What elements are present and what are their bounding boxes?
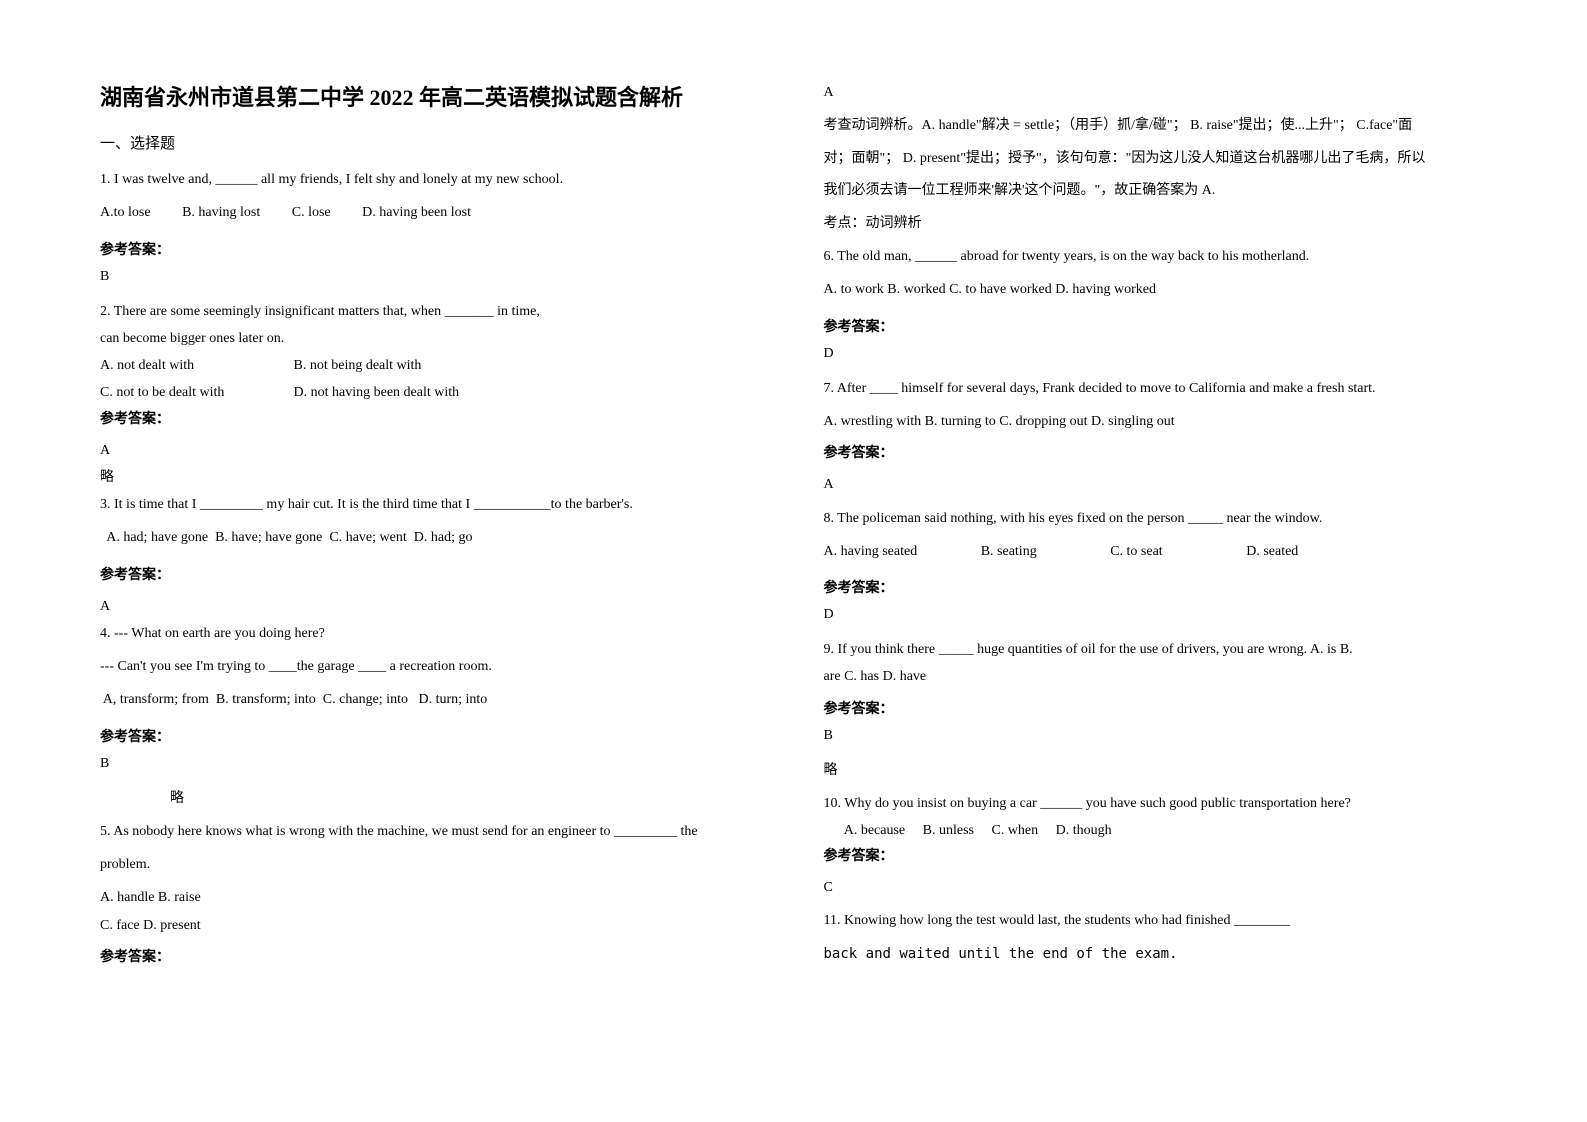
q2-opt-d: D. not having been dealt with (294, 385, 460, 400)
q8-ans: D (824, 607, 1488, 623)
q6-text: 6. The old man, ______ abroad for twenty… (824, 244, 1488, 269)
q2-opts-row2: C. not to be dealt with D. not having be… (100, 380, 764, 405)
q4-ans: B (100, 756, 764, 772)
q3-options: A. had; have gone B. have; have gone C. … (100, 525, 764, 552)
q5-explain1: 考查动词辨析。A. handle"解决 = settle；（用手）抓/拿/碰"；… (824, 113, 1488, 140)
q5-kaodian: 考点：动词辨析 (824, 211, 1488, 236)
q1-opt-b: B. having lost (182, 200, 260, 227)
q10-text: 10. Why do you insist on buying a car __… (824, 791, 1488, 816)
q8-opt-c: C. to seat (1110, 539, 1163, 566)
q4-skip: 略 (100, 786, 764, 811)
q3-ans-label: 参考答案： (100, 564, 764, 584)
q9-ans: B (824, 728, 1488, 744)
q5-ans-label: 参考答案： (100, 946, 764, 966)
q7-text: 7. After ____ himself for several days, … (824, 376, 1488, 401)
q9-line1: 9. If you think there _____ huge quantit… (824, 637, 1488, 662)
q10-options: A. because B. unless C. when D. though (824, 818, 1488, 843)
q1-opt-a: A.to lose (100, 200, 151, 227)
q2-ans: A (100, 438, 764, 463)
q1-opt-c: C. lose (292, 200, 331, 227)
q5-line1: 5. As nobody here knows what is wrong wi… (100, 819, 764, 844)
left-column: 湖南省永州市道县第二中学 2022 年高二英语模拟试题含解析 一、选择题 1. … (100, 80, 764, 1082)
q2-opt-a: A. not dealt with (100, 353, 290, 378)
q6-ans-label: 参考答案： (824, 316, 1488, 336)
q10-ans: C (824, 875, 1488, 900)
q8-ans-label: 参考答案： (824, 577, 1488, 597)
q3-text: 3. It is time that I _________ my hair c… (100, 492, 764, 517)
q5-ans: A (824, 80, 1488, 105)
q5-line2: problem. (100, 852, 764, 877)
q5-opts-c: C. face D. present (100, 913, 764, 938)
q9-line2: are C. has D. have (824, 664, 1488, 689)
q2-line2: can become bigger ones later on. (100, 326, 764, 351)
q1-options: A.to lose B. having lost C. lose D. havi… (100, 200, 764, 227)
q5-explain3: 我们必须去请一位工程师来'解决'这个问题。"，故正确答案为 A. (824, 178, 1488, 205)
q2-ans-label: 参考答案： (100, 408, 764, 428)
doc-title: 湖南省永州市道县第二中学 2022 年高二英语模拟试题含解析 (100, 80, 764, 112)
q7-ans: A (824, 472, 1488, 497)
q2-opts-row1: A. not dealt with B. not being dealt wit… (100, 353, 764, 378)
q11-line1: 11. Knowing how long the test would last… (824, 908, 1488, 933)
q3-ans: A (100, 594, 764, 619)
q6-ans: D (824, 346, 1488, 362)
q8-options: A. having seated B. seating C. to seat D… (824, 539, 1488, 566)
q7-ans-label: 参考答案： (824, 442, 1488, 462)
q5-opts-a: A. handle B. raise (100, 885, 764, 910)
q9-skip: 略 (824, 758, 1488, 783)
q1-opt-d: D. having been lost (362, 200, 471, 227)
q9-ans-label: 参考答案： (824, 698, 1488, 718)
q2-line1: 2. There are some seemingly insignifican… (100, 299, 764, 324)
q2-opt-b: B. not being dealt with (294, 358, 422, 373)
q4-line1: 4. --- What on earth are you doing here? (100, 621, 764, 646)
q4-ans-label: 参考答案： (100, 726, 764, 746)
q6-options: A. to work B. worked C. to have worked D… (824, 277, 1488, 304)
q11-line2: back and waited until the end of the exa… (824, 942, 1488, 967)
q8-opt-d: D. seated (1246, 539, 1298, 566)
q8-opt-a: A. having seated (824, 539, 918, 566)
q5-explain2: 对；面朝"； D. present"提出；授予"，该句句意："因为这儿没人知道这… (824, 146, 1488, 173)
q1-ans-label: 参考答案： (100, 239, 764, 259)
q10-ans-label: 参考答案： (824, 845, 1488, 865)
q2-opt-c: C. not to be dealt with (100, 380, 290, 405)
q1-ans: B (100, 269, 764, 285)
q2-skip: 略 (100, 465, 764, 490)
q1-text: 1. I was twelve and, ______ all my frien… (100, 167, 764, 192)
q8-opt-b: B. seating (981, 539, 1037, 566)
q4-options: A, transform; from B. transform; into C.… (100, 687, 764, 714)
section-heading: 一、选择题 (100, 132, 764, 153)
q8-text: 8. The policeman said nothing, with his … (824, 506, 1488, 531)
q4-line2: --- Can't you see I'm trying to ____the … (100, 654, 764, 679)
right-column: A 考查动词辨析。A. handle"解决 = settle；（用手）抓/拿/碰… (824, 80, 1488, 1082)
q7-options: A. wrestling with B. turning to C. dropp… (824, 409, 1488, 434)
